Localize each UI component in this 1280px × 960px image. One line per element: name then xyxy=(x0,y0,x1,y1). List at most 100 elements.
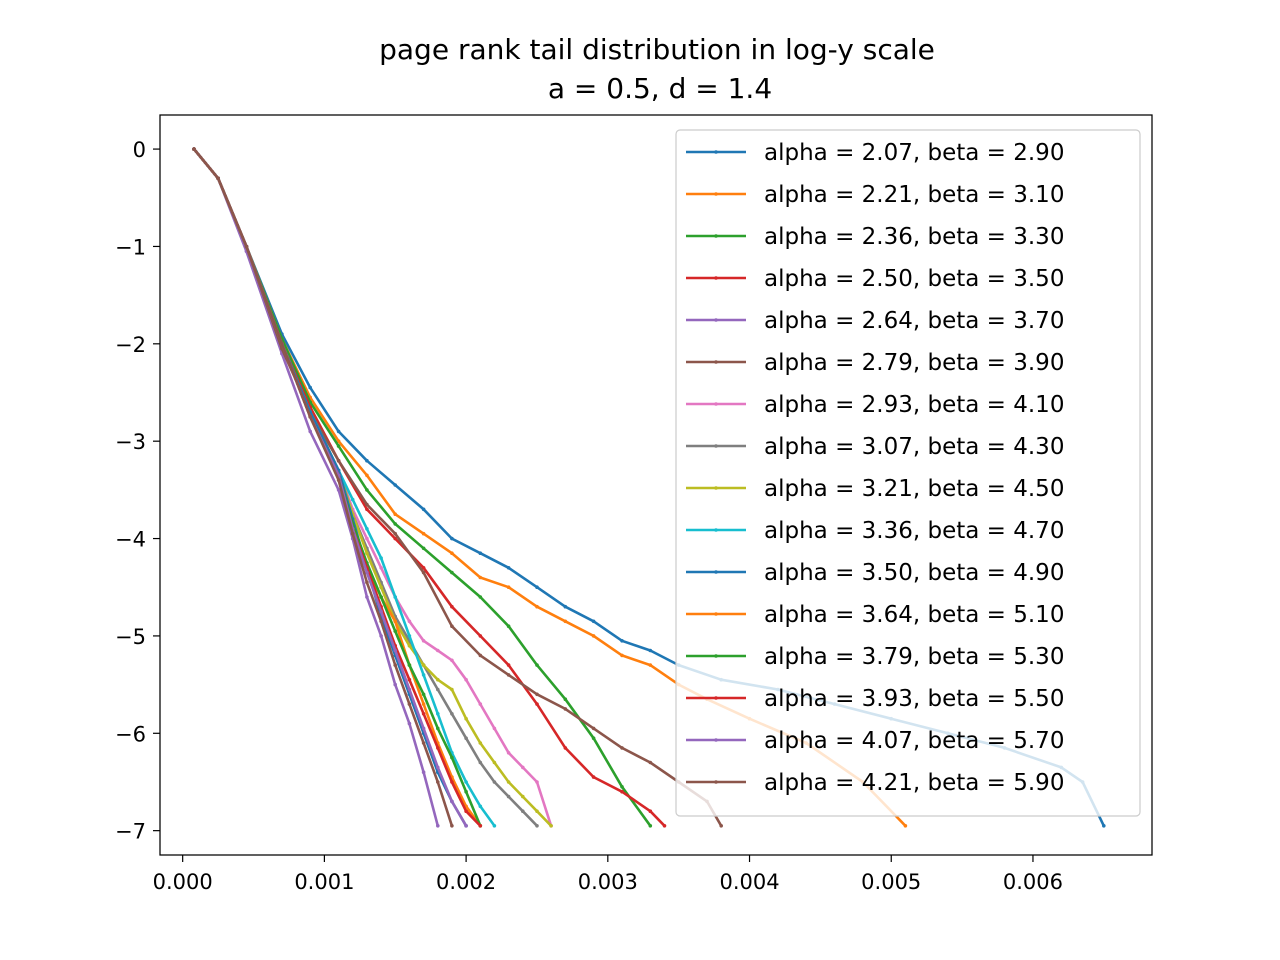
legend-box xyxy=(675,129,1141,817)
y-tick-label: −6 xyxy=(115,722,146,746)
data-point xyxy=(336,458,341,463)
data-point xyxy=(407,702,412,706)
y-tick-label: −7 xyxy=(115,820,146,844)
legend-marker xyxy=(714,150,718,154)
data-point xyxy=(478,634,483,638)
legend-marker xyxy=(714,486,718,490)
data-point xyxy=(620,639,624,643)
data-point xyxy=(450,624,454,628)
data-point xyxy=(393,536,398,541)
data-point xyxy=(591,634,596,638)
legend-marker xyxy=(714,570,718,574)
data-point xyxy=(464,736,468,740)
data-point xyxy=(492,780,497,784)
data-point xyxy=(192,147,196,151)
data-point xyxy=(336,488,341,492)
data-point xyxy=(535,604,539,609)
legend-label: alpha = 2.36, beta = 3.30 xyxy=(764,224,1064,250)
data-point xyxy=(365,502,369,507)
data-point xyxy=(535,663,539,667)
data-point xyxy=(535,780,539,784)
data-point xyxy=(421,692,426,697)
data-point xyxy=(336,444,341,448)
data-point xyxy=(506,780,511,784)
y-axis: 0 −1 −2 −3 −4 −5 −6 −7 xyxy=(115,138,160,844)
data-point xyxy=(492,824,497,828)
data-point xyxy=(365,580,369,585)
x-tick-label: 0.005 xyxy=(861,870,921,894)
data-point xyxy=(421,673,426,677)
legend-label: alpha = 3.21, beta = 4.50 xyxy=(764,476,1064,502)
data-point xyxy=(535,692,539,697)
chart-title: page rank tail distribution in log-y sca… xyxy=(379,33,935,66)
data-point xyxy=(464,824,468,828)
data-point xyxy=(421,566,426,570)
y-tick-label: −5 xyxy=(115,625,146,649)
y-tick-label: 0 xyxy=(133,138,146,162)
data-point xyxy=(464,780,468,784)
data-point xyxy=(379,595,383,599)
data-point xyxy=(478,824,483,828)
data-point xyxy=(421,531,426,536)
data-point xyxy=(648,824,653,828)
legend-label: alpha = 4.21, beta = 5.90 xyxy=(764,770,1064,796)
data-point xyxy=(379,619,383,624)
data-point xyxy=(492,760,497,765)
data-point xyxy=(521,765,525,770)
data-point xyxy=(591,726,596,731)
data-point xyxy=(421,546,426,551)
data-point xyxy=(393,663,398,667)
data-point xyxy=(244,244,249,249)
data-point xyxy=(450,799,454,804)
data-point xyxy=(506,585,511,589)
legend-marker xyxy=(714,738,718,742)
legend-marker xyxy=(714,318,718,322)
legend-marker xyxy=(714,444,718,448)
x-axis: 0.000 0.001 0.002 0.003 0.004 0.005 0.006 xyxy=(153,855,1063,894)
legend-marker xyxy=(714,192,718,196)
x-tick-label: 0.006 xyxy=(1003,870,1063,894)
data-point xyxy=(365,536,369,541)
legend-marker xyxy=(714,612,718,616)
data-point xyxy=(216,176,220,181)
data-point xyxy=(379,566,383,570)
data-point xyxy=(407,619,412,624)
data-point xyxy=(308,429,313,434)
data-point xyxy=(450,536,454,541)
data-point xyxy=(450,824,454,828)
data-point xyxy=(464,716,468,721)
data-point xyxy=(393,483,398,487)
data-point xyxy=(648,648,653,653)
data-point xyxy=(308,385,313,390)
y-tick-label: −3 xyxy=(115,430,146,454)
data-point xyxy=(506,794,511,799)
data-point xyxy=(393,648,398,653)
legend-label: alpha = 2.07, beta = 2.90 xyxy=(764,140,1064,166)
data-point xyxy=(379,634,383,638)
data-point xyxy=(478,804,483,809)
legend-marker xyxy=(714,780,718,784)
data-point xyxy=(648,760,653,765)
series-line-5 xyxy=(192,148,440,827)
data-point xyxy=(1102,824,1106,828)
data-point xyxy=(478,760,483,765)
data-point xyxy=(421,507,426,512)
data-point xyxy=(365,488,369,492)
data-point xyxy=(563,604,568,609)
data-point xyxy=(350,497,355,502)
data-point xyxy=(719,824,723,828)
data-point xyxy=(436,746,440,750)
data-point xyxy=(421,570,426,575)
y-tick-label: −4 xyxy=(115,528,146,552)
data-point xyxy=(478,575,483,580)
x-tick-label: 0.001 xyxy=(294,870,354,894)
data-point xyxy=(478,741,483,745)
data-point xyxy=(450,551,454,555)
data-point xyxy=(563,707,568,711)
data-point xyxy=(407,643,412,648)
data-point xyxy=(506,566,511,570)
data-point xyxy=(563,746,568,750)
x-tick-label: 0.000 xyxy=(153,870,213,894)
legend-label: alpha = 3.07, beta = 4.30 xyxy=(764,434,1064,460)
